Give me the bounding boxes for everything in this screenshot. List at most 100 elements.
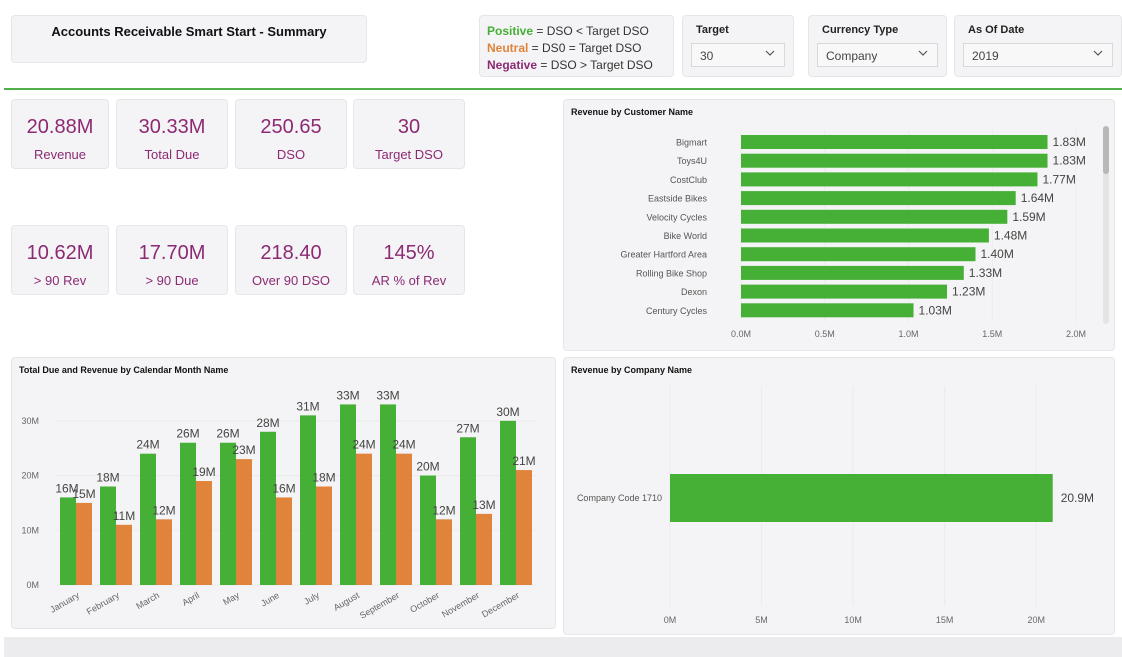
chart-title: Total Due and Revenue by Calendar Month … xyxy=(19,365,229,375)
bar xyxy=(741,303,914,318)
target-slicer-label: Target xyxy=(696,24,729,36)
y-tick-label: 10M xyxy=(21,525,39,535)
x-tick-label: July xyxy=(302,590,321,607)
data-label: 1.64M xyxy=(1021,191,1054,205)
x-tick-label: 1.5M xyxy=(982,329,1002,339)
header-divider xyxy=(4,88,1122,90)
kpi-label: DSO xyxy=(276,147,306,162)
bar xyxy=(741,135,1048,149)
chart-title: Revenue by Company Name xyxy=(571,365,693,375)
monthly-due-revenue-chart: 0M10M20M30M16M15MJanuary18M11MFebruary24… xyxy=(21,388,536,621)
kpi-label: > 90 Due xyxy=(145,273,199,288)
scrollbar-track[interactable] xyxy=(1103,126,1109,324)
data-label: 26M xyxy=(176,427,199,441)
data-label: 18M xyxy=(96,471,119,485)
as-of-date-dropdown[interactable]: 2019 xyxy=(963,43,1113,67)
legend-negative-text: = DSO > Target DSO xyxy=(537,58,653,72)
data-label: 1.40M xyxy=(981,247,1014,261)
bar xyxy=(156,519,172,585)
currency-slicer: Currency Type Company xyxy=(808,15,947,77)
data-label: 24M xyxy=(352,438,375,452)
data-label: 1.03M xyxy=(919,303,952,317)
data-label: 27M xyxy=(456,421,479,435)
category-label: Toys4U xyxy=(677,156,707,166)
bar xyxy=(460,437,476,585)
data-label: 1.48M xyxy=(994,229,1027,243)
y-tick-label: 0M xyxy=(26,580,39,590)
x-tick-label: 5M xyxy=(755,615,768,625)
kpi-label: > 90 Rev xyxy=(33,273,87,288)
kpi-label: Over 90 DSO xyxy=(251,273,331,288)
x-tick-label: 0.5M xyxy=(815,329,835,339)
scrollbar-thumb[interactable] xyxy=(1103,126,1109,174)
kpi-value: 20.88M xyxy=(26,116,94,138)
legend-negative-label: Negative xyxy=(487,58,538,72)
category-label: Dexon xyxy=(681,287,707,297)
bar xyxy=(741,247,976,262)
bar xyxy=(356,453,372,585)
bar xyxy=(516,470,532,585)
data-label: 24M xyxy=(136,438,159,452)
bar xyxy=(140,453,156,585)
category-label: Company Code 1710 xyxy=(577,493,662,503)
bar xyxy=(396,453,412,585)
bar xyxy=(276,497,292,585)
category-label: Rolling Bike Shop xyxy=(636,268,707,278)
company-revenue-chart-card: Revenue by Company Name 0M 5M 10M 15M 20M Com… xyxy=(563,357,1115,635)
bar xyxy=(741,209,1008,224)
as-of-date-slicer-label: As Of Date xyxy=(968,24,1025,36)
kpi-ar-percent-of-rev: 145% AR % of Rev xyxy=(353,225,465,295)
kpi-value: 17.70M xyxy=(138,242,206,264)
bar xyxy=(741,191,1016,206)
data-label: 19M xyxy=(192,465,215,479)
x-tick-label: March xyxy=(134,590,161,611)
chart-title: Revenue by Customer Name xyxy=(571,107,694,117)
report-title-card: Accounts Receivable Smart Start - Summar… xyxy=(11,15,367,63)
currency-dropdown-value: Company xyxy=(826,49,878,63)
currency-dropdown[interactable]: Company xyxy=(817,43,938,67)
data-label: 23M xyxy=(232,443,255,457)
bar xyxy=(196,481,212,585)
x-tick-label: 15M xyxy=(936,615,954,625)
bar xyxy=(741,228,989,243)
kpi-over-90-due: 17.70M > 90 Due xyxy=(116,225,228,295)
target-dropdown-value: 30 xyxy=(700,49,714,63)
data-label: 28M xyxy=(256,416,279,430)
data-label: 1.33M xyxy=(969,266,1002,280)
bar xyxy=(741,172,1038,187)
as-of-date-slicer: As Of Date 2019 xyxy=(954,15,1122,77)
y-tick-label: 20M xyxy=(21,471,39,481)
category-label: Velocity Cycles xyxy=(646,212,707,222)
data-label: 16M xyxy=(272,481,295,495)
data-label: 24M xyxy=(392,438,415,452)
data-label: 20M xyxy=(416,460,439,474)
legend-positive-label: Positive xyxy=(487,24,534,38)
customer-revenue-chart-card: Revenue by Customer Name 0.0M 0.5M 1.0M 1.5… xyxy=(563,99,1115,351)
bar xyxy=(436,519,452,585)
bar xyxy=(420,475,436,585)
x-tick-label: April xyxy=(180,590,201,608)
data-label: 33M xyxy=(336,388,359,402)
legend-negative: Negative = DSO > Target DSO xyxy=(487,57,673,74)
x-tick-label: May xyxy=(221,590,241,607)
legend-positive-text: = DSO < Target DSO xyxy=(533,24,649,38)
x-tick-label: June xyxy=(259,590,281,608)
bar xyxy=(260,431,276,585)
report-title: Accounts Receivable Smart Start - Summar… xyxy=(51,23,327,39)
x-tick-label: 1.0M xyxy=(898,329,918,339)
kpi-over-90-rev: 10.62M > 90 Rev xyxy=(11,225,109,295)
bar xyxy=(116,524,132,585)
category-label: Bigmart xyxy=(676,138,708,148)
data-label: 30M xyxy=(496,405,519,419)
data-label: 20.9M xyxy=(1061,491,1094,505)
data-label: 21M xyxy=(512,454,535,468)
target-dropdown[interactable]: 30 xyxy=(691,43,785,67)
bottom-bar xyxy=(4,637,1122,657)
chevron-down-icon xyxy=(1093,50,1103,56)
data-label: 11M xyxy=(113,509,135,523)
data-label: 12M xyxy=(432,503,455,517)
currency-slicer-label: Currency Type xyxy=(822,24,899,36)
data-label: 1.23M xyxy=(952,285,985,299)
bar xyxy=(741,265,964,280)
target-slicer: Target 30 xyxy=(682,15,794,77)
